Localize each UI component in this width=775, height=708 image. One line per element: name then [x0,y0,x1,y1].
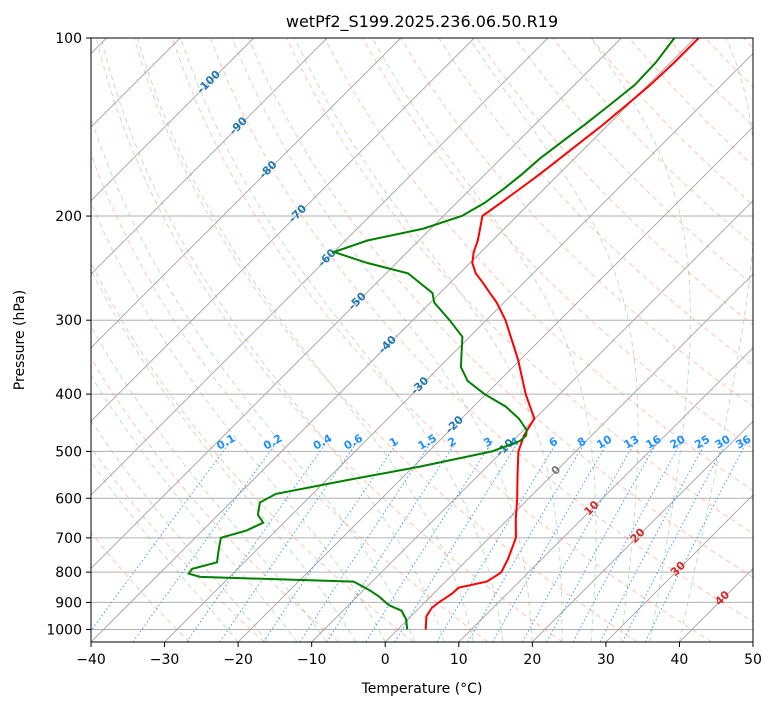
mixing-ratio-line [522,440,637,642]
x-tick-label: −30 [150,652,180,668]
chart-title: wetPf2_S199.2025.236.06.50.R19 [286,12,558,32]
y-tick-label: 400 [55,387,82,403]
mixing-ratio-line [299,440,433,642]
mixing-ratio-line [219,440,359,642]
dry-adiabat-line [91,531,191,642]
y-tick-label: 100 [55,31,82,47]
isotherm-line [91,38,402,349]
moist-adiabat-line [100,38,445,642]
moist-adiabat-line [468,38,639,642]
y-tick-label: 200 [55,209,82,225]
dry-adiabat-line [171,38,713,642]
temperature-profile-line [424,38,700,630]
dry-adiabat-line [91,357,340,642]
dry-adiabat-line [91,261,414,642]
mixing-ratio-line [263,440,399,642]
dry-adiabat-line [247,38,753,578]
mixing-ratio-line [186,440,328,642]
mixing-ratio-line [467,440,587,642]
isotherm-line [91,38,255,202]
x-tick-label: −10 [297,652,327,668]
mixing-ratio-line [326,440,458,642]
moist-adiabat-line [137,38,474,642]
moist-adiabat-line [590,38,691,642]
dry-adiabat-line [286,38,753,535]
dry-adiabat-line [95,38,563,642]
x-tick-label: 10 [450,652,468,668]
x-tick-label: −40 [76,652,106,668]
y-tick-label: 800 [55,565,82,581]
moist-adiabat-line [91,201,386,642]
x-tick-label: 50 [744,652,762,668]
isotherm-line [605,494,753,642]
mixing-ratio-line [365,440,494,642]
dry-adiabat-line [133,38,638,642]
y-axis-title: Pressure (hPa) [12,290,28,390]
isotherm-line [91,38,475,423]
mixing-ratio-line [436,440,559,642]
moist-adiabat-line [231,38,533,642]
mixing-ratio-line [492,440,610,642]
moist-adiabat-line [91,374,298,642]
isotherm-line [91,38,696,642]
y-tick-label: 300 [55,313,82,329]
moist-adiabat-line [91,419,268,642]
isotherm-line [311,199,753,642]
dry-adiabat-line [209,38,753,623]
dry-adiabat-line [91,446,265,642]
x-tick-label: 20 [523,652,541,668]
moist-adiabat-line [371,38,597,642]
mixing-ratio-label: 36 [733,433,753,452]
mixing-ratio-line [644,440,748,642]
plot-frame [90,37,754,643]
isotherm-line [91,38,622,570]
moist-adiabat-line [91,268,357,642]
x-axis-title: Temperature (°C) [361,681,483,697]
y-tick-label: 900 [55,595,82,611]
y-tick-label: 1000 [46,622,82,638]
x-tick-label: 30 [597,652,615,668]
isotherm-line [91,38,328,275]
dewpoint-profile-line [187,38,676,630]
x-tick-label: 0 [381,652,390,668]
mixing-ratio-line [91,440,232,632]
moist-adiabat-line [294,38,563,642]
isotherm-line [384,273,753,642]
isotherm-line [237,126,753,642]
dry-adiabat-line [438,38,753,366]
mixing-ratio-line [394,440,520,642]
y-tick-label: 700 [55,531,82,547]
dry-adiabat-line [400,38,753,408]
moist-adiabat-line [180,38,504,642]
moist-adiabat-line [91,325,327,642]
moist-adiabat-line [91,116,416,642]
dry-adiabat-line [514,38,753,285]
isotherm-line [458,347,753,642]
isotherm-line [91,38,549,496]
x-tick-label: 40 [671,652,689,668]
y-tick-label: 500 [55,444,82,460]
y-tick-label: 600 [55,491,82,507]
x-tick-label: −20 [223,652,253,668]
moist-adiabat-line [91,460,239,642]
isotherm-line [531,420,753,642]
mixing-ratio-line [546,440,659,642]
isotherm-line [164,52,753,642]
